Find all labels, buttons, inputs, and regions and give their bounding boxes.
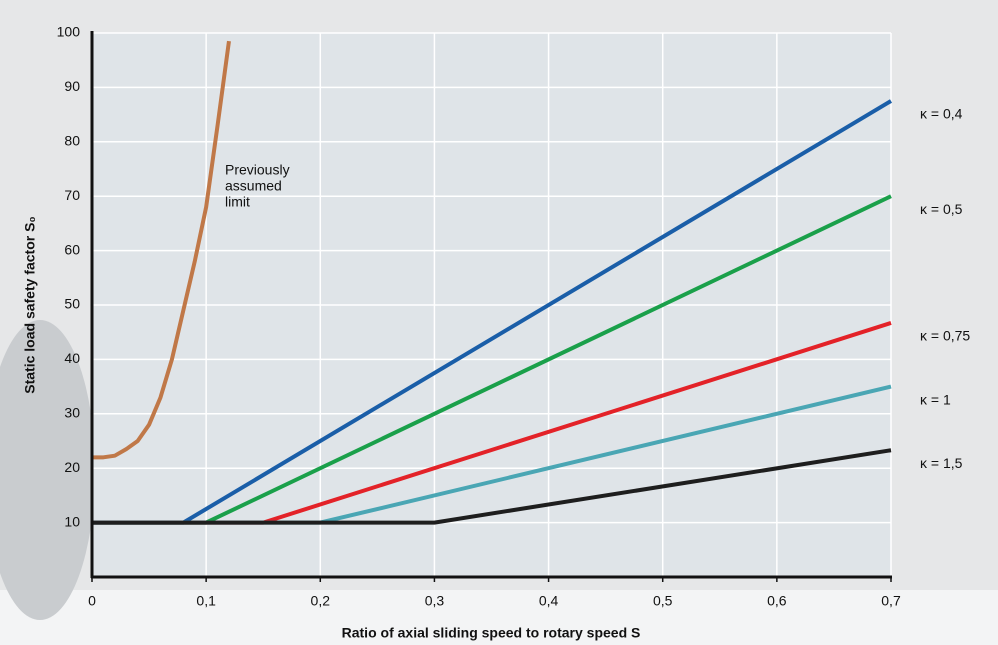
- y-axis-title: Static load safety factor S₀: [22, 216, 38, 393]
- y-tick-label: 70: [64, 187, 80, 203]
- legend-label: κ = 0,5: [920, 201, 963, 217]
- y-tick-label: 90: [64, 78, 80, 94]
- y-tick-label: 40: [64, 350, 80, 366]
- y-tick-label: 10: [64, 513, 80, 529]
- x-tick-label: 0,1: [196, 593, 216, 609]
- y-tick-label: 60: [64, 241, 80, 257]
- series-line: [92, 40, 231, 460]
- y-tick-label: 50: [64, 296, 80, 312]
- x-tick-label: 0,5: [653, 593, 673, 609]
- legend-label: κ = 0,4: [920, 106, 963, 122]
- y-tick-label: 30: [64, 405, 80, 421]
- y-tick-label: 20: [64, 459, 80, 475]
- x-axis-title: Ratio of axial sliding speed to rotary s…: [342, 625, 641, 641]
- annotation: assumed: [225, 178, 282, 194]
- annotation: Previously: [225, 162, 290, 178]
- series-line: [92, 448, 892, 525]
- x-tick-label: 0,6: [767, 593, 787, 609]
- x-tick-label: 0,3: [425, 593, 445, 609]
- y-tick-label: 100: [57, 24, 81, 40]
- decoration: [0, 320, 95, 620]
- annotation: limit: [225, 194, 250, 210]
- x-tick-label: 0,7: [881, 593, 901, 609]
- legend-label: κ = 0,75: [920, 328, 970, 344]
- legend-label: κ = 1,5: [920, 455, 963, 471]
- y-tick-label: 80: [64, 133, 80, 149]
- x-tick-label: 0,4: [539, 593, 559, 609]
- legend-label: κ = 1: [920, 391, 951, 407]
- x-tick-label: 0: [88, 593, 96, 609]
- x-tick-label: 0,2: [311, 593, 331, 609]
